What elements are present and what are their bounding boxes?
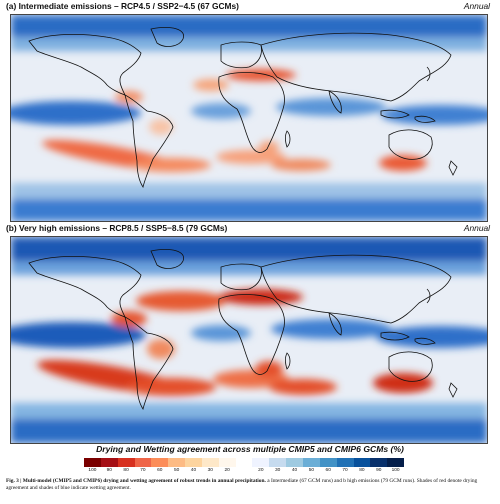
panel-b-period: Annual	[463, 223, 490, 233]
panel-b-map	[10, 236, 488, 444]
legend-swatch	[252, 458, 270, 467]
legend-swatch	[302, 458, 320, 467]
legend-tick-label: 60	[325, 468, 331, 473]
legend-swatch	[286, 458, 303, 467]
panel-a: (a) Intermediate emissions – RCP4.5 / SS…	[4, 0, 496, 224]
legend-swatch	[387, 458, 405, 467]
legend-tick-label: 90	[376, 468, 382, 473]
legend-tick-label: 80	[123, 468, 129, 473]
legend-title: Drying and Wetting agreement across mult…	[96, 444, 404, 454]
legend-tick-label: 20	[224, 468, 230, 473]
legend-tick-label: 20	[258, 468, 264, 473]
legend-swatch	[117, 458, 135, 467]
legend-swatch	[185, 458, 202, 467]
caption-text: a Intermediate (67 GCM runs) and b high …	[6, 478, 478, 491]
panel-a-title: (a) Intermediate emissions – RCP4.5 / SS…	[6, 1, 239, 11]
legend-tick-label: 50	[173, 468, 180, 473]
colorbar-legend: Drying and Wetting agreement across mult…	[70, 444, 430, 474]
legend-colorbar	[84, 458, 405, 467]
legend-swatch	[100, 458, 118, 467]
legend-tick-label: 100	[391, 468, 400, 473]
legend-swatch	[336, 458, 354, 467]
legend-swatch	[319, 458, 337, 467]
legend-swatch	[84, 458, 101, 467]
legend-tick-label: 70	[140, 468, 146, 473]
panel-a-map	[10, 14, 488, 222]
caption-label: Fig. 3 | Multi-model (CMIP5 and CMIP6) d…	[6, 478, 266, 484]
legend-tick-label: 30	[207, 468, 213, 473]
panel-a-header: (a) Intermediate emissions – RCP4.5 / SS…	[4, 0, 496, 14]
legend-swatch	[218, 458, 236, 467]
agreement-field	[11, 15, 487, 221]
panel-a-map-svg	[11, 15, 487, 221]
panel-b-header: (b) Very high emissions – RCP8.5 / SSP5−…	[4, 222, 496, 236]
agreement-field	[11, 237, 487, 443]
legend-swatch	[235, 458, 253, 467]
legend-swatch	[151, 458, 169, 467]
figure-caption: Fig. 3 | Multi-model (CMIP5 and CMIP6) d…	[6, 478, 494, 492]
legend-swatch	[353, 458, 371, 467]
legend-swatch	[201, 458, 219, 467]
legend-swatch	[134, 458, 152, 467]
legend-tick-label: 90	[106, 468, 112, 473]
panel-b: (b) Very high emissions – RCP8.5 / SSP5−…	[4, 222, 496, 446]
legend-tick-label: 70	[342, 468, 348, 473]
legend-tick-label: 50	[308, 468, 315, 473]
legend-swatch	[269, 458, 287, 467]
legend-tick-label: 80	[359, 468, 365, 473]
panel-a-period: Annual	[463, 1, 490, 11]
legend-swatch	[168, 458, 186, 467]
legend-swatch	[370, 458, 388, 467]
coastlines	[28, 27, 458, 188]
legend-tick-label: 40	[190, 468, 197, 473]
panel-b-title: (b) Very high emissions – RCP8.5 / SSP5−…	[6, 223, 228, 233]
legend-tick-label: 40	[291, 468, 298, 473]
legend-ticks: 100 90 80 70 60 50 40 30 20 20 30 40 50 60 70 80 90 100	[84, 468, 404, 476]
coastlines	[28, 249, 458, 410]
legend-tick-label: 60	[157, 468, 163, 473]
panel-b-map-svg	[11, 237, 487, 443]
legend-tick-label: 100	[88, 468, 97, 473]
legend-tick-label: 30	[275, 468, 281, 473]
